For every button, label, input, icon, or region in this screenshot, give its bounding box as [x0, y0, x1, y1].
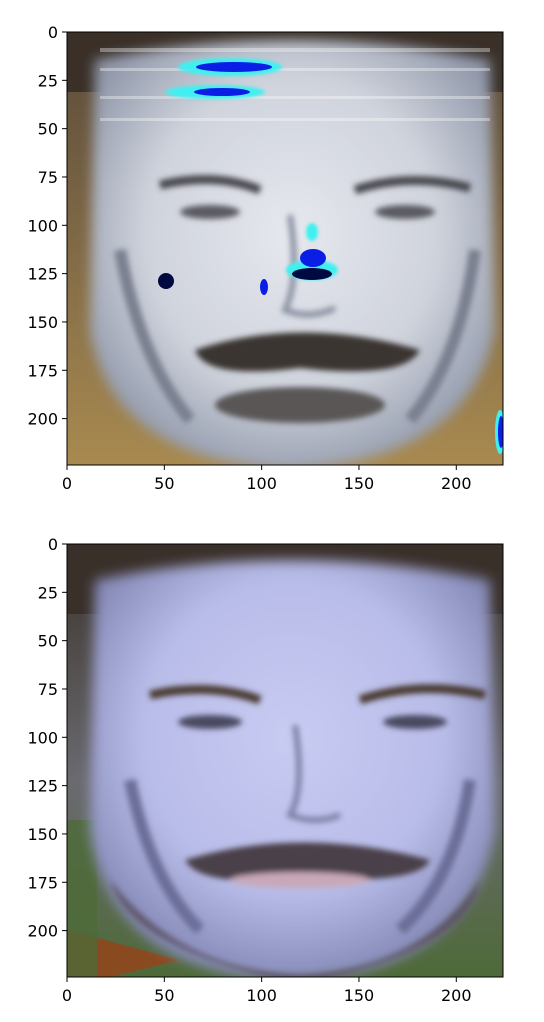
y-tick-label: 175	[27, 361, 58, 380]
axes-frame-2	[66, 543, 504, 978]
image-2	[67, 544, 503, 977]
x-tick-label: 150	[344, 474, 375, 493]
x-tick-label: 0	[62, 474, 72, 493]
x-tick-label: 50	[154, 474, 174, 493]
y-axis-1: 0 25 50 75 100 125 150 175 200	[27, 23, 67, 429]
y-tick-label: 200	[27, 922, 58, 941]
y-tick-label: 125	[27, 777, 58, 796]
x-tick-label: 100	[246, 474, 277, 493]
y-tick-label: 0	[48, 23, 58, 42]
y-tick-label: 100	[27, 216, 58, 235]
image-1	[67, 32, 503, 465]
y-tick-label: 25	[38, 583, 58, 602]
x-tick-label: 0	[62, 986, 72, 1005]
y-tick-label: 50	[38, 120, 58, 139]
y-tick-label: 50	[38, 632, 58, 651]
x-axis-2: 0 50 100 150 200	[62, 977, 472, 1005]
x-axis-1: 0 50 100 150 200	[62, 465, 472, 493]
y-tick-label: 175	[27, 873, 58, 892]
y-tick-label: 125	[27, 265, 58, 284]
y-tick-label: 0	[48, 535, 58, 554]
x-tick-label: 50	[154, 986, 174, 1005]
y-tick-label: 25	[38, 71, 58, 90]
y-tick-label: 75	[38, 168, 58, 187]
y-tick-label: 150	[27, 313, 58, 332]
axes-frame-1	[66, 31, 504, 466]
y-tick-label: 200	[27, 410, 58, 429]
y-axis-2: 0 25 50 75 100 125 150 175 200	[27, 535, 67, 941]
banding	[100, 48, 490, 121]
x-tick-label: 100	[246, 986, 277, 1005]
x-tick-label: 200	[441, 474, 472, 493]
y-tick-label: 75	[38, 680, 58, 699]
x-tick-label: 200	[441, 986, 472, 1005]
y-tick-label: 150	[27, 825, 58, 844]
chart-1: 0 50 100 150 200 0 25 50 75 100 125 150 175 200	[27, 23, 504, 493]
y-tick-label: 100	[27, 728, 58, 747]
x-tick-label: 150	[344, 986, 375, 1005]
artifact-blobs	[158, 58, 503, 454]
chart-2: 0 50 100 150 200 0 25 50 75 100 125 150 175 200	[27, 535, 504, 1005]
